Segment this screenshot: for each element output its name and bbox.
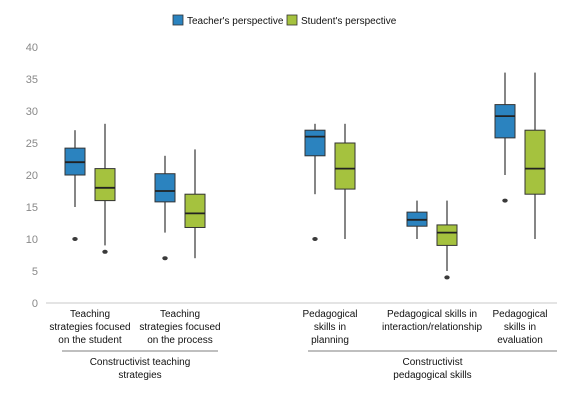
- box-1-0: [94, 123, 116, 254]
- chart-legend: Teacher's perspective Student's perspecti…: [172, 14, 397, 27]
- category-label: interaction/relationship: [382, 322, 482, 333]
- y-tick-label: 10: [26, 234, 38, 246]
- category-label: evaluation: [497, 335, 543, 346]
- box-0-3: [406, 200, 428, 239]
- y-tick-label: 30: [26, 106, 38, 118]
- group-label: Constructivist teaching: [90, 357, 191, 368]
- y-tick-label: 0: [32, 298, 38, 310]
- category-label: Teaching: [70, 309, 110, 320]
- box-0-1: [154, 155, 176, 261]
- outlier-point: [72, 237, 78, 241]
- box-1-3: [436, 200, 458, 280]
- outlier-point: [102, 249, 108, 254]
- box-iqr: [494, 104, 516, 139]
- category-label: skills in: [314, 322, 346, 333]
- category-label: Pedagogical: [492, 309, 547, 320]
- box-iqr: [334, 142, 356, 190]
- x-axis-category-labels: Teaching strategies focused on the student…: [49, 309, 547, 346]
- group-label: Constructivist: [402, 357, 462, 368]
- box-0-0: [64, 130, 86, 241]
- plot-area: [46, 72, 557, 304]
- box-1-1: [184, 149, 206, 259]
- legend-swatch-0: [172, 14, 184, 26]
- outlier-point: [502, 198, 508, 203]
- box-1-2: [334, 123, 356, 239]
- box-iqr: [154, 173, 176, 203]
- box-iqr: [436, 224, 458, 246]
- category-label: strategies focused: [139, 322, 220, 333]
- legend-label-1: Student's perspective: [301, 16, 397, 27]
- outlier-point: [444, 275, 450, 280]
- group-label: strategies: [118, 370, 161, 381]
- box-iqr: [304, 129, 326, 157]
- y-tick-label: 40: [26, 42, 38, 54]
- category-label: Pedagogical: [302, 309, 357, 320]
- box-iqr: [524, 129, 546, 195]
- category-label: Teaching: [160, 309, 200, 320]
- category-label: Pedagogical skills in: [387, 309, 477, 320]
- group-label: pedagogical skills: [393, 370, 471, 381]
- category-label: strategies focused: [49, 322, 130, 333]
- x-axis-group-labels: Constructivist teaching strategies Constru…: [62, 350, 557, 381]
- box-1-4: [524, 72, 546, 239]
- y-axis: 0 5 10 15 20 25 30 35 40: [26, 42, 38, 310]
- category-label: on the process: [147, 335, 213, 346]
- category-label: skills in: [504, 322, 536, 333]
- y-tick-label: 20: [26, 170, 38, 182]
- box-iqr: [94, 168, 116, 202]
- legend-swatch-1: [286, 14, 298, 26]
- y-tick-label: 35: [26, 74, 38, 86]
- outlier-point: [312, 237, 318, 241]
- category-label: planning: [311, 335, 349, 346]
- box-iqr: [184, 193, 206, 228]
- outlier-point: [162, 256, 168, 261]
- y-tick-label: 25: [26, 138, 38, 150]
- legend-label-0: Teacher's perspective: [187, 16, 284, 27]
- y-tick-label: 15: [26, 202, 38, 214]
- box-0-4: [494, 72, 516, 203]
- y-tick-label: 5: [32, 266, 38, 278]
- box-0-2: [304, 123, 326, 241]
- category-label: on the student: [58, 335, 122, 346]
